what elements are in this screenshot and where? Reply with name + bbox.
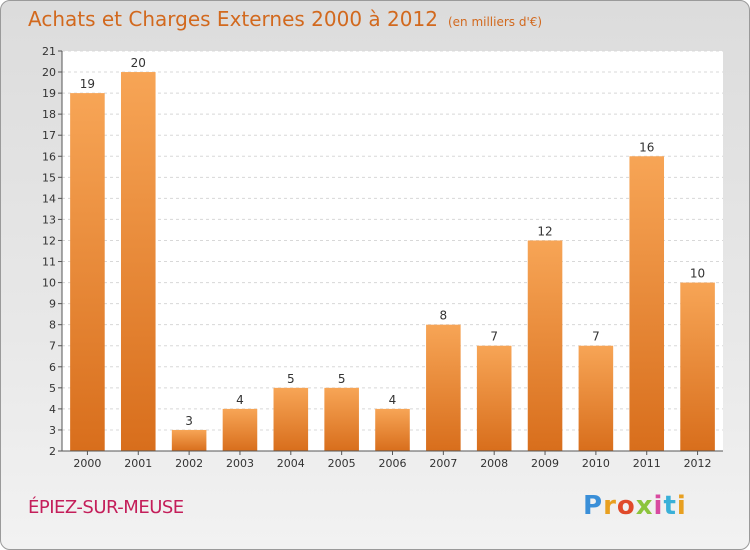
- logo-letter: i: [653, 491, 664, 521]
- y-tick-label: 16: [42, 150, 56, 163]
- logo-letter: x: [635, 491, 654, 521]
- data-label-2005: 5: [338, 372, 346, 386]
- chart-title: Achats et Charges Externes 2000 à 2012 (e…: [28, 7, 542, 31]
- x-tick-label-2009: 2009: [531, 457, 559, 470]
- bar-2000: [70, 93, 105, 452]
- y-tick-label: 2: [49, 445, 56, 458]
- y-tick-label: 15: [42, 171, 56, 184]
- bar-2003: [222, 408, 258, 451]
- data-label-2009: 12: [537, 224, 552, 238]
- data-label-2002: 3: [185, 414, 193, 428]
- logo-letter: P: [583, 491, 604, 521]
- data-label-2012: 10: [690, 267, 705, 281]
- y-tick-label: 4: [49, 403, 56, 416]
- logo-letter: i: [676, 491, 687, 521]
- y-tick-label: 6: [49, 361, 56, 374]
- x-tick-label-2010: 2010: [582, 457, 610, 470]
- x-tick-label-2004: 2004: [277, 457, 305, 470]
- bar-2006: [375, 408, 410, 451]
- y-tick-label: 9: [49, 298, 56, 311]
- y-tick-label: 10: [42, 277, 56, 290]
- x-tick-label-2003: 2003: [226, 457, 254, 470]
- data-label-2008: 7: [490, 330, 498, 344]
- data-label-2010: 7: [592, 330, 600, 344]
- commune-name: ÉPIEZ-SUR-MEUSE: [28, 497, 184, 518]
- bar-2007: [426, 324, 461, 451]
- chart-unit: (en milliers d'€): [447, 15, 543, 29]
- x-tick-label-2000: 2000: [73, 457, 101, 470]
- x-tick-label-2006: 2006: [379, 457, 407, 470]
- y-tick-label: 5: [49, 382, 56, 395]
- bars: 19 20 3 4 5 5 4 8 7 12 7 16 10: [70, 56, 715, 452]
- bar-2002: [171, 429, 207, 451]
- bar-2012: [680, 282, 715, 451]
- bar-2005: [324, 387, 359, 451]
- x-tick-label-2012: 2012: [684, 457, 712, 470]
- y-tick-label: 11: [42, 256, 56, 269]
- y-tick-label: 17: [42, 129, 56, 142]
- y-tick-label: 8: [49, 319, 56, 332]
- data-label-2004: 5: [287, 372, 295, 386]
- y-tick-label: 19: [42, 87, 56, 100]
- data-label-2000: 19: [80, 77, 95, 91]
- proxiti-logo: Proxiti: [583, 491, 687, 521]
- data-label-2011: 16: [639, 140, 654, 154]
- y-axis: 2 3 4 5 6 7 8 9 10 11 12 13 14 15 16 17 18 19 20 21: [42, 45, 63, 458]
- bar-2009: [527, 240, 563, 451]
- data-label-2003: 4: [236, 393, 244, 407]
- chart-title-text: Achats et Charges Externes 2000 à 2012: [28, 7, 438, 31]
- logo-letter: r: [603, 491, 617, 521]
- y-tick-label: 3: [49, 424, 56, 437]
- y-tick-label: 13: [42, 213, 56, 226]
- y-tick-label: 18: [42, 108, 56, 121]
- bar-2010: [578, 345, 614, 451]
- x-tick-label-2008: 2008: [480, 457, 508, 470]
- x-axis: 2000 2001 2002 2003 2004 2005 2006 2007 2008 2009…: [62, 450, 723, 470]
- y-tick-label: 7: [49, 340, 56, 353]
- bar-2004: [273, 387, 309, 451]
- bar-2011: [629, 156, 665, 451]
- x-tick-label-2011: 2011: [633, 457, 661, 470]
- y-tick-label: 20: [42, 66, 56, 79]
- logo-letter: t: [663, 491, 677, 521]
- bar-2001: [120, 72, 156, 451]
- y-tick-label: 12: [42, 234, 56, 247]
- data-label-2001: 20: [131, 56, 146, 70]
- x-tick-label-2001: 2001: [124, 457, 152, 470]
- bar-2008: [476, 345, 512, 451]
- logo-letter: o: [616, 491, 636, 521]
- y-tick-label: 14: [42, 192, 56, 205]
- plot-area: [62, 51, 723, 451]
- data-label-2007: 8: [440, 309, 448, 323]
- data-label-2006: 4: [389, 393, 397, 407]
- x-tick-label-2002: 2002: [175, 457, 203, 470]
- x-tick-label-2007: 2007: [429, 457, 457, 470]
- x-tick-label-2005: 2005: [328, 457, 356, 470]
- y-tick-label: 21: [42, 45, 56, 58]
